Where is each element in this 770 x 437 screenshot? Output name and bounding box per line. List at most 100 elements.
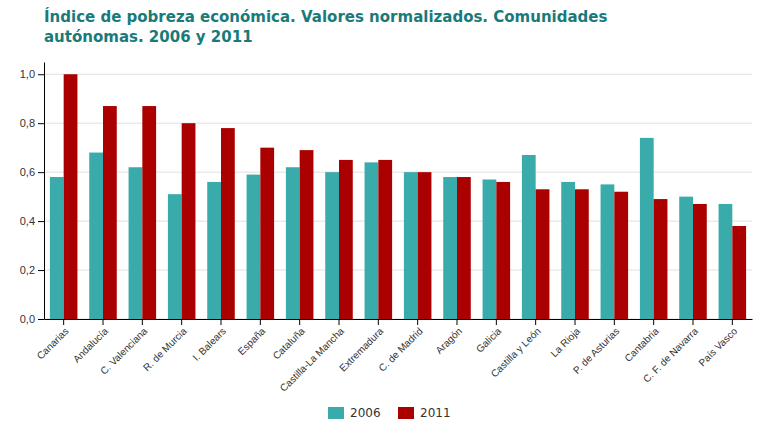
legend-label: 2011 <box>420 406 451 420</box>
y-tick: 0,6 <box>20 166 44 178</box>
x-tick-label: España <box>236 325 268 357</box>
x-tick: España <box>236 319 268 357</box>
y-tick-label: 0,6 <box>20 166 35 178</box>
x-tick-label: Cataluña <box>271 325 307 361</box>
x-tick-mark <box>575 319 576 325</box>
x-tick-label: C. F. de Navarra <box>641 325 701 385</box>
x-tick-mark <box>221 319 222 325</box>
legend: 2006 2011 <box>328 406 451 420</box>
bar <box>719 204 733 319</box>
legend-item: 2006 <box>328 406 381 420</box>
bar <box>404 172 418 319</box>
x-tick-label: Castilla y León <box>489 325 543 379</box>
x-tick-mark <box>496 319 497 325</box>
y-tick-label: 1,0 <box>20 68 35 80</box>
bar <box>418 172 432 319</box>
x-tick-label: La Rioja <box>548 325 582 359</box>
chart: Índice de pobreza económica. Valores nor… <box>0 0 770 437</box>
x-tick-mark <box>693 319 694 325</box>
bar <box>142 106 156 319</box>
x-tick-mark <box>63 319 64 325</box>
bar <box>496 182 510 319</box>
legend-item: 2011 <box>398 406 451 420</box>
x-tick: Castilla y León <box>489 319 543 380</box>
bar <box>286 167 300 319</box>
grid <box>44 74 752 319</box>
x-tick: La Rioja <box>548 319 582 359</box>
x-tick-label: I. Balears <box>190 325 228 363</box>
bar <box>536 189 550 319</box>
bar <box>483 179 497 319</box>
x-tick-label: Castilla-La Mancha <box>278 325 347 394</box>
bar <box>50 177 64 319</box>
x-tick-mark <box>417 319 418 325</box>
x-tick: R. de Murcia <box>141 319 189 373</box>
bar <box>732 226 746 319</box>
x-tick-label: País Vasco <box>696 325 739 368</box>
legend-swatch <box>398 407 414 419</box>
bar <box>378 160 392 319</box>
bar <box>654 199 668 319</box>
x-tick: Galicia <box>474 319 504 355</box>
bar <box>679 197 693 319</box>
y-axis: 0,0 0,2 0,4 0,6 0,8 1,0 <box>20 63 45 326</box>
plot: 0,0 0,2 0,4 0,6 0,8 1,0 CanariasAndalucíaC. Va… <box>20 63 753 394</box>
y-tick: 0,0 <box>20 313 44 325</box>
x-tick: Andalucía <box>71 319 111 365</box>
bar <box>260 148 274 319</box>
bar <box>601 184 615 319</box>
y-tick-label: 0,2 <box>20 264 35 276</box>
title: Índice de pobreza económica. Valores nor… <box>44 7 607 46</box>
x-tick-label: R. de Murcia <box>141 325 189 373</box>
y-tick: 0,2 <box>20 264 44 276</box>
y-tick-mark <box>38 74 44 75</box>
x-tick-label: P. de Asturias <box>571 325 622 376</box>
x-tick: C. Valenciana <box>98 319 150 377</box>
y-tick-label: 0,0 <box>20 313 35 325</box>
bar <box>339 160 353 319</box>
bar <box>207 182 221 319</box>
x-tick: Canarias <box>35 319 71 361</box>
bar-series <box>64 74 746 319</box>
x-tick-mark <box>339 319 340 325</box>
x-tick-mark <box>181 319 182 325</box>
legend-label: 2006 <box>350 406 381 420</box>
y-tick-label: 0,8 <box>20 117 35 129</box>
bar <box>614 192 628 319</box>
y-tick-label: 0,4 <box>20 215 35 227</box>
bars <box>50 74 746 319</box>
y-tick-mark <box>38 270 44 271</box>
x-tick-mark <box>260 319 261 325</box>
bar <box>443 177 457 319</box>
y-tick-mark <box>38 172 44 173</box>
x-tick: Cataluña <box>271 319 307 361</box>
bar <box>168 194 182 319</box>
bar <box>640 138 654 319</box>
bar <box>129 167 143 319</box>
y-tick: 0,8 <box>20 117 44 129</box>
grid-line <box>44 74 752 75</box>
x-tick: C. F. de Navarra <box>641 319 701 385</box>
x-tick-mark <box>142 319 143 325</box>
x-tick-label: Andalucía <box>71 325 111 365</box>
x-tick: I. Balears <box>190 319 228 363</box>
y-tick: 0,4 <box>20 215 44 227</box>
x-tick-mark <box>378 319 379 325</box>
y-axis-line <box>44 63 45 320</box>
y-tick-mark <box>38 319 44 320</box>
x-axis-line <box>45 319 753 320</box>
y-tick-mark <box>38 123 44 124</box>
bar <box>457 177 471 319</box>
x-tick-label: C. Valenciana <box>98 325 150 377</box>
x-tick-label: Canarias <box>35 325 71 361</box>
x-tick-label: Galicia <box>474 325 504 355</box>
x-axis: CanariasAndalucíaC. ValencianaR. de Murc… <box>35 319 753 394</box>
bar <box>221 128 235 319</box>
x-tick: P. de Asturias <box>571 319 622 376</box>
x-tick-mark <box>103 319 104 325</box>
bar <box>182 123 196 319</box>
x-tick-mark <box>653 319 654 325</box>
x-tick-label: Aragón <box>433 325 464 356</box>
bar <box>325 172 339 319</box>
x-tick: Cantabria <box>622 319 661 364</box>
